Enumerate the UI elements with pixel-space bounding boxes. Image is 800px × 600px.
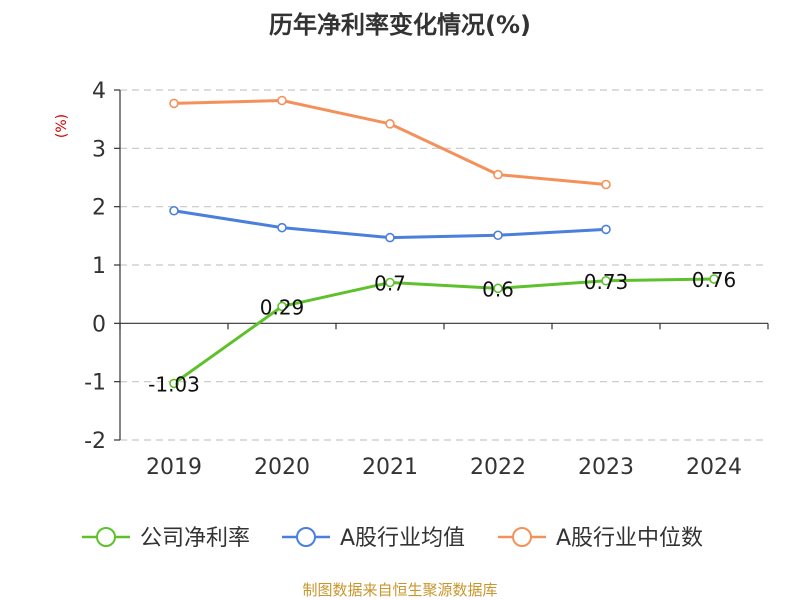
- y-tick-label: 2: [92, 196, 106, 221]
- y-tick-label: 1: [92, 254, 106, 279]
- data-point: [385, 232, 395, 243]
- data-point: [277, 301, 287, 312]
- data-point: [277, 222, 287, 233]
- data-point: [169, 378, 179, 389]
- data-label: 0.76: [692, 268, 737, 292]
- source-note: 制图数据来自恒生聚源数据库: [302, 581, 497, 599]
- data-label: 0.73: [584, 270, 629, 294]
- x-tick-label: 2024: [686, 455, 742, 480]
- data-point: [169, 98, 179, 109]
- y-axis-ticks: 4 3 2 1 0 -1 -2: [84, 79, 120, 454]
- legend-item: A股行业中位数: [498, 526, 703, 551]
- data-point: [709, 274, 719, 284]
- data-point: [385, 119, 395, 129]
- data-point: [493, 169, 503, 180]
- data-point: [601, 275, 611, 286]
- gridlines: [120, 89, 768, 441]
- legend-marker: [296, 527, 316, 547]
- data-point: [601, 179, 611, 190]
- data-labels: -1.03 0.29 0.7 0.6 0.73 0.76: [148, 268, 736, 396]
- y-tick-label: 0: [92, 312, 106, 337]
- legend-label: 公司净利率: [140, 526, 250, 551]
- legend-item: 公司净利率: [82, 526, 250, 551]
- x-tick-label: 2022: [470, 455, 526, 480]
- chart-title: 历年净利率变化情况(%): [269, 11, 531, 39]
- data-point: [493, 283, 503, 294]
- series-lines: [169, 95, 719, 389]
- y-axis-unit: (%): [54, 114, 70, 138]
- data-point: [601, 224, 611, 235]
- x-tick-label: 2023: [578, 455, 634, 480]
- data-label: 0.7: [374, 272, 406, 296]
- series-line-1: [173, 277, 715, 385]
- x-tick-label: 2020: [254, 455, 310, 480]
- legend-label: A股行业均值: [340, 526, 465, 551]
- legend-label: A股行业中位数: [556, 526, 703, 551]
- x-tick-label: 2019: [146, 455, 202, 480]
- legend-marker: [512, 527, 532, 547]
- x-axis-ticks: 2019 2020 2021 2022 2023 2024: [119, 323, 769, 480]
- y-tick-label: -1: [84, 371, 106, 396]
- data-point: [169, 205, 179, 216]
- data-label: 0.6: [482, 277, 514, 301]
- legend-marker: [96, 527, 116, 547]
- data-point: [385, 277, 395, 288]
- data-label: 0.29: [260, 295, 305, 319]
- series-line-3: [173, 99, 607, 186]
- data-label: -1.03: [148, 372, 200, 396]
- y-tick-label: -2: [84, 429, 106, 454]
- legend-item: A股行业均值: [282, 526, 465, 551]
- data-point: [277, 95, 287, 106]
- data-point: [493, 230, 503, 241]
- x-tick-label: 2021: [362, 455, 418, 480]
- y-tick-label: 4: [92, 79, 106, 104]
- y-tick-label: 3: [92, 137, 106, 162]
- legend: 公司净利率 A股行业均值 A股行业中位数: [82, 526, 703, 551]
